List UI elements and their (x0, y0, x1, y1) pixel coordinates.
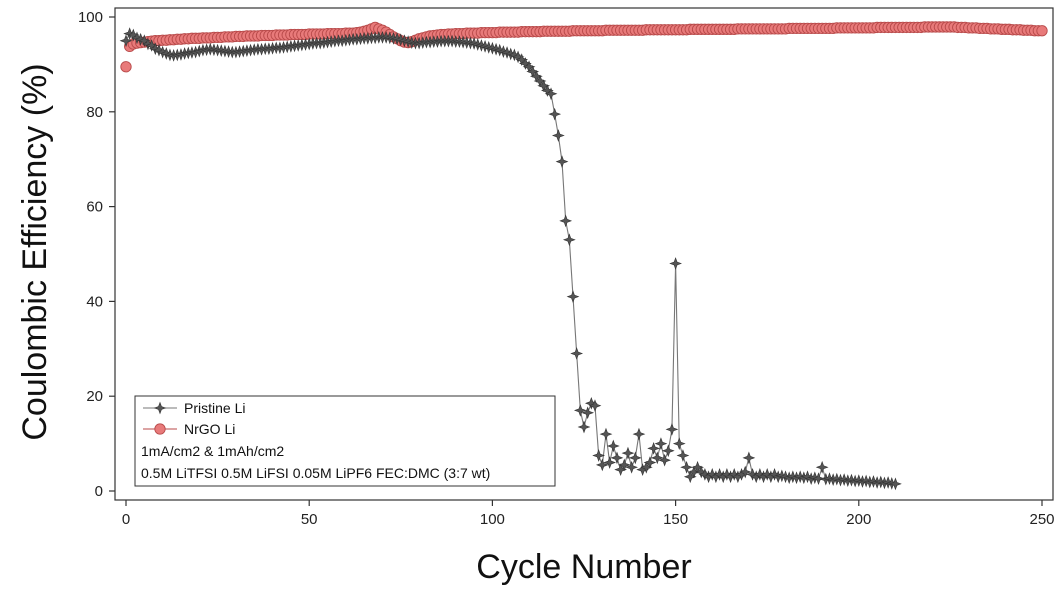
pristine-li-point (544, 87, 558, 101)
x-tick-label: 0 (122, 511, 130, 528)
x-tick-label: 100 (480, 511, 505, 528)
nrgo-li-point (120, 61, 132, 73)
legend-label-nrgo: NrGO Li (184, 421, 235, 437)
nrgo-li-point (1036, 25, 1048, 37)
pristine-li-point (599, 427, 613, 441)
pristine-li-point (665, 423, 679, 436)
pristine-li-point (588, 399, 602, 413)
y-tick-label: 80 (86, 104, 103, 121)
pristine-li-point (661, 444, 675, 458)
y-tick-label: 60 (86, 199, 103, 216)
pristine-li-point (621, 446, 635, 460)
annotation-current-density: 1mA/cm2 & 1mAh/cm2 (141, 443, 284, 459)
y-tick-label: 40 (86, 293, 103, 310)
pristine-li-point (669, 257, 682, 270)
pristine-li-point (592, 449, 606, 462)
x-tick-label: 200 (846, 511, 871, 528)
x-tick-label: 150 (663, 511, 688, 528)
pristine-li-point (742, 451, 756, 465)
pristine-li-point (548, 107, 562, 121)
pristine-li-point (654, 437, 668, 450)
legend-pristine-sample (143, 401, 177, 415)
pristine-li-point (137, 34, 151, 48)
pristine-li-point (628, 451, 642, 465)
pristine-li-point (658, 453, 671, 467)
pristine-li-point (555, 155, 569, 168)
legend-box (134, 395, 556, 487)
pristine-li-point (812, 472, 825, 486)
y-tick-label: 100 (78, 9, 103, 26)
pristine-li-point (617, 458, 631, 472)
pristine-li-point (570, 347, 584, 360)
pristine-li-point (515, 53, 529, 67)
pristine-li-point (577, 420, 591, 434)
pristine-li-point (595, 458, 609, 472)
y-axis-title: Coulombic Efficiency (%) (16, 63, 54, 440)
pristine-li-point (672, 437, 686, 450)
pristine-li-point (540, 84, 554, 97)
x-axis-title: Cycle Number (476, 548, 691, 586)
pristine-li-point (566, 290, 580, 304)
pristine-li-point (119, 34, 133, 48)
pristine-li-point (676, 449, 690, 462)
pristine-li-point (603, 456, 617, 469)
legend-nrgo-sample (143, 423, 177, 435)
pristine-li-point (145, 39, 159, 52)
pristine-li-point (647, 441, 660, 455)
legend-label-pristine: Pristine Li (184, 400, 245, 416)
y-tick-label: 0 (95, 483, 103, 500)
pristine-li-point (625, 460, 638, 474)
pristine-li-point (519, 57, 532, 70)
series-layer (119, 21, 1048, 491)
pristine-li-point (650, 451, 664, 465)
x-tick-label: 50 (301, 511, 318, 528)
pristine-li-point (680, 460, 693, 474)
pristine-li-point (643, 456, 657, 469)
pristine-li-point (815, 460, 829, 474)
pristine-li-point (632, 427, 646, 441)
axes-layer: 0 50 100 150 200 250 0 20 40 60 80 100 (78, 9, 1055, 528)
pristine-li-point (738, 465, 752, 479)
y-tick-label: 20 (86, 388, 103, 405)
pristine-li-point (559, 214, 573, 228)
pristine-li-point (889, 477, 902, 491)
legend-pristine-marker (153, 401, 167, 415)
pristine-li-point (562, 233, 576, 247)
legend-nrgo-marker (154, 423, 166, 435)
pristine-li-point (551, 129, 565, 142)
pristine-li-point (573, 404, 587, 417)
pristine-li-point (606, 439, 620, 453)
x-tick-label: 250 (1029, 511, 1054, 528)
pristine-li-point (610, 451, 624, 465)
pristine-li-point (581, 406, 595, 420)
legend: Pristine Li NrGO Li 1mA/cm2 & 1mAh/cm2 0… (134, 395, 556, 487)
annotation-electrolyte: 0.5M LiTFSI 0.5M LiFSI 0.05M LiPF6 FEC:D… (141, 465, 490, 481)
